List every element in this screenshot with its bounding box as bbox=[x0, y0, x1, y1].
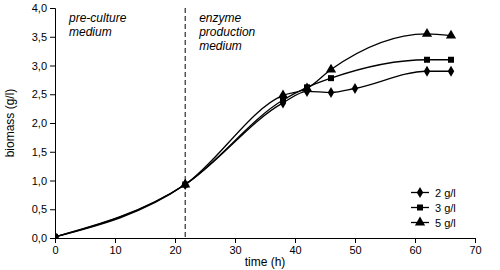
annotation: enzymeproductionmedium bbox=[198, 11, 255, 53]
y-axis-title: biomass (g/l) bbox=[3, 89, 17, 158]
legend-label: 2 g/l bbox=[435, 187, 456, 199]
legend-label: 5 g/l bbox=[435, 217, 456, 229]
legend-marker bbox=[417, 205, 423, 211]
y-tick-label: 3,0 bbox=[32, 60, 47, 72]
x-axis: 0 10 20 30 40 50 60 70 bbox=[52, 238, 481, 256]
x-tick-mark bbox=[295, 238, 296, 243]
y-tick-label: 2,5 bbox=[32, 88, 47, 100]
y-tick: 3,0 bbox=[32, 60, 55, 72]
x-tick-label: 70 bbox=[469, 244, 481, 256]
series-marker bbox=[55, 231, 60, 238]
x-tick-label: 0 bbox=[52, 244, 58, 256]
y-tick: 4,0 bbox=[32, 2, 55, 14]
x-tick-mark bbox=[475, 238, 476, 243]
legend-label: 3 g/l bbox=[435, 202, 456, 214]
x-tick: 40 bbox=[289, 238, 301, 256]
y-tick: 3,5 bbox=[32, 31, 55, 43]
y-axis: 0,0 0,5 1,0 1,5 2,0 2,5 3,0 3,5 4,0 bbox=[32, 2, 56, 244]
y-tick-label: 1,5 bbox=[32, 146, 47, 158]
series-marker bbox=[446, 30, 456, 39]
series-marker bbox=[422, 28, 432, 37]
y-tick-label: 2,0 bbox=[32, 117, 47, 129]
y-tick-mark bbox=[50, 66, 55, 67]
annotation-line: pre-culture bbox=[68, 11, 127, 25]
y-tick: 2,0 bbox=[32, 117, 55, 129]
plot-area: 0 10 20 30 40 50 60 70 0,0 0,5 1,0 1,5 2,0 2,5 3,0 3,5 4… bbox=[32, 2, 482, 256]
x-tick-label: 50 bbox=[349, 244, 361, 256]
y-tick: 0,5 bbox=[32, 203, 55, 215]
annotation-line: production bbox=[198, 25, 255, 39]
y-tick-mark bbox=[50, 37, 55, 38]
x-tick-mark bbox=[415, 238, 416, 243]
x-tick: 20 bbox=[169, 238, 181, 256]
y-tick: 1,0 bbox=[32, 175, 55, 187]
series-marker bbox=[278, 90, 288, 99]
y-tick-mark bbox=[50, 94, 55, 95]
series-marker bbox=[328, 87, 334, 98]
series-marker bbox=[302, 83, 312, 92]
x-tick: 70 bbox=[469, 238, 481, 256]
series-marker bbox=[328, 75, 334, 81]
annotation: pre-culturemedium bbox=[68, 11, 127, 39]
series-marker bbox=[424, 57, 430, 63]
legend-marker bbox=[415, 217, 425, 226]
series-marker bbox=[352, 83, 358, 94]
series-line bbox=[55, 34, 451, 237]
y-tick-label: 0,5 bbox=[32, 203, 47, 215]
annotation-line: medium bbox=[199, 39, 242, 53]
series-marker bbox=[180, 179, 190, 188]
series-line bbox=[55, 60, 451, 237]
x-tick-mark bbox=[115, 238, 116, 243]
annotation-line: enzyme bbox=[199, 11, 241, 25]
y-tick: 1,5 bbox=[32, 146, 55, 158]
series-marker bbox=[280, 97, 286, 108]
series-marker bbox=[448, 57, 454, 63]
x-axis-title: time (h) bbox=[245, 255, 286, 269]
y-tick-label: 0,0 bbox=[32, 232, 47, 244]
x-tick: 60 bbox=[409, 238, 421, 256]
legend-entry: 5 g/l bbox=[411, 217, 456, 229]
x-tick-mark bbox=[235, 238, 236, 243]
x-tick-mark bbox=[175, 238, 176, 243]
x-tick-label: 40 bbox=[289, 244, 301, 256]
data-layer bbox=[55, 8, 456, 238]
legend-entry: 2 g/l bbox=[411, 187, 456, 199]
phase-boundary bbox=[185, 8, 186, 238]
chart: 0 10 20 30 40 50 60 70 0,0 0,5 1,0 1,5 2,0 2,5 3,0 3,5 4… bbox=[0, 0, 500, 270]
x-tick-label: 60 bbox=[409, 244, 421, 256]
y-tick-label: 1,0 bbox=[32, 175, 47, 187]
legend: 2 g/l 3 g/l 5 g/l bbox=[411, 187, 456, 229]
x-tick-label: 10 bbox=[109, 244, 121, 256]
y-tick-label: 4,0 bbox=[32, 2, 47, 14]
x-tick: 30 bbox=[229, 238, 241, 256]
legend-marker bbox=[417, 187, 423, 198]
y-axis-line bbox=[50, 9, 56, 239]
legend-entry: 3 g/l bbox=[411, 202, 456, 214]
x-tick: 0 bbox=[52, 238, 58, 256]
y-tick: 0,0 bbox=[32, 232, 55, 244]
series-line bbox=[55, 71, 451, 237]
x-tick: 50 bbox=[349, 238, 361, 256]
x-tick: 10 bbox=[109, 238, 121, 256]
y-tick-mark bbox=[50, 238, 55, 239]
y-tick-mark bbox=[50, 123, 55, 124]
y-tick-label: 3,5 bbox=[32, 31, 47, 43]
y-tick: 2,5 bbox=[32, 88, 55, 100]
x-tick-mark bbox=[355, 238, 356, 243]
x-tick-label: 20 bbox=[169, 244, 181, 256]
y-tick-mark bbox=[50, 8, 55, 9]
y-tick-mark bbox=[50, 209, 55, 210]
annotation-line: medium bbox=[69, 25, 112, 39]
y-tick-mark bbox=[50, 181, 55, 182]
series-marker bbox=[326, 64, 336, 73]
y-tick-mark bbox=[50, 152, 55, 153]
x-tick-label: 30 bbox=[229, 244, 241, 256]
series-marker bbox=[424, 66, 430, 77]
series-marker bbox=[448, 66, 454, 77]
x-axis-line bbox=[56, 239, 476, 244]
